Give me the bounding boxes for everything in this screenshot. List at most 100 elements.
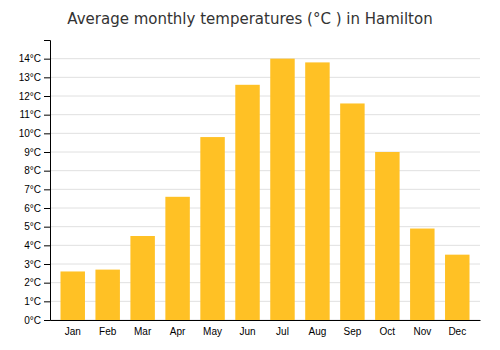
tick-label: 4°C [24, 240, 41, 251]
tick-label: 11°C [19, 109, 41, 120]
tick-mark [44, 264, 50, 265]
tick-label: 8°C [24, 165, 41, 176]
tick: 0°C [24, 315, 50, 326]
tick-label: 10°C [19, 128, 41, 139]
grid-line [50, 170, 480, 171]
tick: Feb [99, 320, 117, 337]
tick-label: Nov [413, 326, 431, 337]
tick-label: 7°C [24, 184, 41, 195]
grid-line [50, 96, 480, 97]
tick-mark [44, 133, 50, 134]
grid-line [50, 152, 480, 153]
chart: 0°C 1°C 2°C 3°C 4°C 5°C 6°C 7°C 8°C 9°C 10°C 11°C 12… [0, 0, 500, 350]
grid-line [50, 133, 480, 134]
tick: 9°C [24, 147, 50, 158]
tick-label: 14°C [19, 53, 41, 64]
tick-mark [44, 171, 50, 172]
title: Average monthly temperatures (°C ) in Ha… [67, 10, 432, 28]
grid [50, 59, 480, 320]
tick-label: Mar [134, 326, 152, 337]
grid-line [50, 77, 480, 78]
tick-mark [44, 59, 50, 60]
tick-mark [44, 96, 50, 97]
tick-label: 6°C [24, 203, 41, 214]
tick: Mar [134, 320, 152, 337]
tick-mark [44, 208, 50, 209]
tick-label: 3°C [24, 259, 41, 270]
tick: 6°C [24, 203, 50, 214]
tick-label: Jun [239, 326, 255, 337]
tick-label: 1°C [24, 296, 41, 307]
tick: 4°C [24, 240, 50, 251]
tick: Nov [413, 320, 431, 337]
tick: Sep [343, 320, 361, 337]
tick-label: Sep [343, 326, 361, 337]
grid-line [50, 58, 480, 59]
tick-mark [44, 301, 50, 302]
bar [270, 59, 294, 320]
tick-mark [44, 227, 50, 228]
tick-label: Jan [65, 326, 81, 337]
tick: 8°C [24, 165, 50, 176]
bar [375, 152, 399, 320]
tick-mark [44, 189, 50, 190]
bars [60, 59, 469, 320]
tick: 12°C [19, 91, 50, 102]
x-axis: Jan Feb Mar Apr May Jun Jul Aug Sep Oct Nov Dec [51, 320, 481, 337]
tick-label: Feb [99, 326, 117, 337]
bar [130, 236, 154, 320]
tick-label: Oct [380, 326, 396, 337]
tick-label: 0°C [24, 315, 41, 326]
tick-mark [44, 245, 50, 246]
grid-line [50, 208, 480, 209]
tick-label: 12°C [19, 91, 41, 102]
grid-line [50, 189, 480, 190]
tick-label: 5°C [24, 221, 41, 232]
tick-label: Apr [170, 326, 186, 337]
bar [95, 270, 119, 320]
tick-mark [44, 283, 50, 284]
tick: 11°C [19, 109, 50, 120]
tick-label: 9°C [24, 147, 41, 158]
tick: 5°C [24, 221, 50, 232]
tick: Jun [239, 320, 255, 337]
tick: 7°C [24, 184, 50, 195]
bar [60, 271, 84, 320]
tick: 2°C [24, 277, 50, 288]
tick-label: Dec [448, 326, 466, 337]
tick: May [203, 320, 222, 337]
tick-mark [44, 320, 50, 321]
tick: 13°C [19, 72, 50, 83]
grid-line [50, 114, 480, 115]
tick: Oct [380, 320, 396, 337]
tick: Apr [170, 320, 186, 337]
tick: 3°C [24, 259, 50, 270]
tick-label: 13°C [19, 72, 41, 83]
bar [235, 85, 259, 320]
bar [445, 255, 469, 320]
tick: Jan [65, 320, 81, 337]
tick: Dec [448, 320, 466, 337]
tick: 10°C [19, 128, 50, 139]
tick-label: Aug [309, 326, 327, 337]
bar [200, 137, 224, 320]
tick: 1°C [24, 296, 50, 307]
tick-mark [44, 152, 50, 153]
tick: Jul [276, 320, 289, 337]
bar [410, 229, 434, 320]
tick-mark [44, 115, 50, 116]
axis-line [44, 41, 51, 321]
tick-mark [44, 77, 50, 78]
plot: 0°C 1°C 2°C 3°C 4°C 5°C 6°C 7°C 8°C 9°C 10°C 11°C 12… [19, 41, 481, 338]
tick: 14°C [19, 53, 50, 64]
tick-label: May [203, 326, 222, 337]
axis-line [51, 320, 481, 321]
bar [165, 197, 189, 320]
tick-label: Jul [276, 326, 289, 337]
bar [305, 62, 329, 320]
grid-line [50, 226, 480, 227]
tick: Aug [309, 320, 327, 337]
bar [340, 103, 364, 320]
tick-label: 2°C [24, 277, 41, 288]
y-axis: 0°C 1°C 2°C 3°C 4°C 5°C 6°C 7°C 8°C 9°C 10°C 11°C 12… [19, 41, 51, 326]
